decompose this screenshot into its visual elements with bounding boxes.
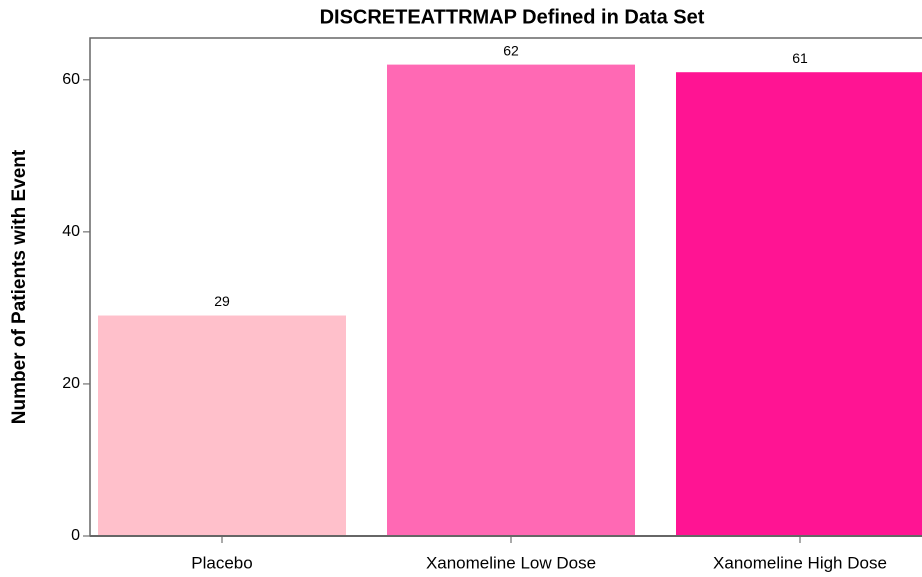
x-tick-label: Xanomeline High Dose — [713, 553, 887, 572]
value-label: 61 — [792, 50, 808, 66]
y-tick-label: 20 — [62, 375, 80, 392]
bar — [676, 72, 922, 536]
value-label: 62 — [503, 42, 519, 58]
y-axis-label: Number of Patients with Event — [9, 149, 30, 424]
value-label: 29 — [214, 293, 230, 309]
chart-title: DISCRETEATTRMAP Defined in Data Set — [320, 6, 705, 28]
x-tick-label: Placebo — [191, 553, 252, 572]
y-tick-label: 60 — [62, 71, 80, 88]
y-tick-label: 40 — [62, 223, 80, 240]
bar — [387, 64, 635, 536]
x-tick-label: Xanomeline Low Dose — [426, 553, 596, 572]
bar — [98, 315, 346, 536]
y-tick-label: 0 — [71, 527, 80, 544]
